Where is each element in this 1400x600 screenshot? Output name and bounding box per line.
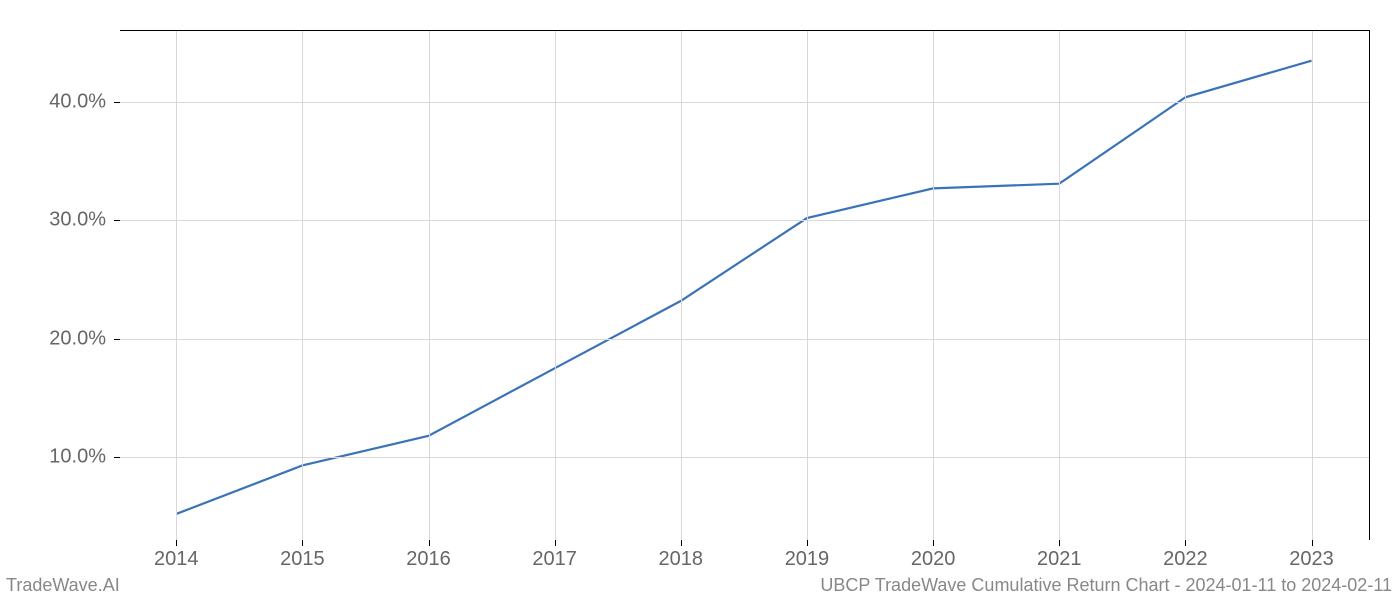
x-tick-mark (302, 540, 303, 546)
x-tick-label: 2018 (659, 548, 704, 571)
watermark-left: TradeWave.AI (6, 575, 120, 596)
grid-line-horizontal (120, 457, 1369, 458)
x-tick-label: 2021 (1037, 548, 1082, 571)
plot-area: 2014201520162017201820192020202120222023… (120, 30, 1370, 540)
x-tick-label: 2017 (532, 548, 577, 571)
grid-line-vertical (1185, 31, 1186, 540)
y-tick-label: 30.0% (49, 209, 106, 232)
y-tick-label: 20.0% (49, 327, 106, 350)
grid-line-vertical (176, 31, 177, 540)
line-series (120, 31, 1369, 540)
x-tick-mark (933, 540, 934, 546)
grid-line-horizontal (120, 339, 1369, 340)
grid-line-vertical (429, 31, 430, 540)
y-tick-mark (114, 457, 120, 458)
grid-line-vertical (1059, 31, 1060, 540)
return-chart: 2014201520162017201820192020202120222023… (120, 30, 1370, 540)
x-tick-label: 2019 (785, 548, 830, 571)
chart-caption: UBCP TradeWave Cumulative Return Chart -… (820, 575, 1392, 596)
y-tick-label: 40.0% (49, 91, 106, 114)
x-tick-mark (176, 540, 177, 546)
x-tick-mark (807, 540, 808, 546)
x-tick-label: 2016 (406, 548, 451, 571)
x-tick-mark (1185, 540, 1186, 546)
grid-line-vertical (807, 31, 808, 540)
grid-line-vertical (302, 31, 303, 540)
grid-line-vertical (933, 31, 934, 540)
x-tick-label: 2022 (1163, 548, 1208, 571)
x-tick-label: 2015 (280, 548, 325, 571)
x-tick-label: 2023 (1289, 548, 1334, 571)
grid-line-vertical (681, 31, 682, 540)
x-tick-mark (555, 540, 556, 546)
x-tick-mark (1059, 540, 1060, 546)
y-tick-mark (114, 102, 120, 103)
grid-line-horizontal (120, 102, 1369, 103)
x-tick-label: 2020 (911, 548, 956, 571)
x-tick-mark (681, 540, 682, 546)
grid-line-horizontal (120, 220, 1369, 221)
y-tick-mark (114, 339, 120, 340)
grid-line-vertical (1312, 31, 1313, 540)
grid-line-vertical (555, 31, 556, 540)
x-tick-mark (429, 540, 430, 546)
x-tick-mark (1312, 540, 1313, 546)
x-tick-label: 2014 (154, 548, 199, 571)
y-tick-label: 10.0% (49, 446, 106, 469)
y-tick-mark (114, 220, 120, 221)
